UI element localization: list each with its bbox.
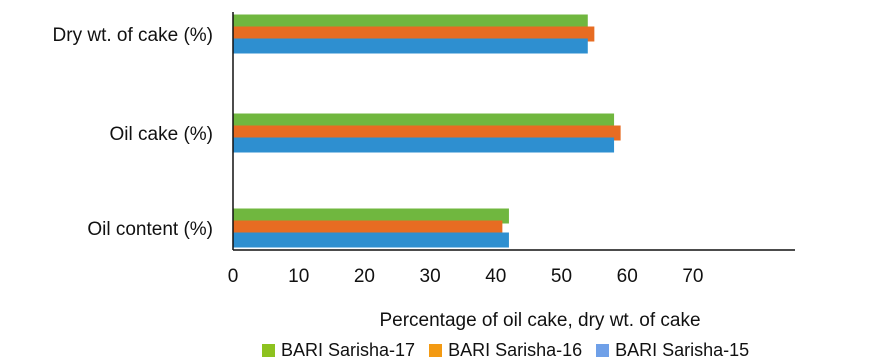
x-tick-label-30: 30: [420, 266, 441, 287]
bar-bari-sarisha-15-0: [233, 38, 588, 54]
x-tick-labels: 0 10 20 30 40 50 60 70: [228, 266, 704, 287]
x-tick-label-20: 20: [354, 266, 375, 287]
x-tick-label-60: 60: [617, 266, 638, 287]
bar-bari-sarisha-17-0: [233, 14, 588, 30]
bar-bari-sarisha-16-2: [233, 220, 503, 236]
bar-bari-sarisha-17-1: [233, 113, 615, 129]
x-tick-label-40: 40: [485, 266, 506, 287]
bar-bari-sarisha-16-0: [233, 26, 595, 42]
legend-swatch-sarisha-16: [429, 344, 443, 357]
bar-bari-sarisha-15-1: [233, 137, 615, 153]
x-tick-label-10: 10: [288, 266, 309, 287]
legend-label-sarisha-15: BARI Sarisha-15: [615, 340, 750, 360]
x-tick-label-0: 0: [228, 266, 239, 287]
legend-label-sarisha-17: BARI Sarisha-17: [281, 340, 416, 360]
category-label-1: Oil cake (%): [110, 124, 213, 145]
bars-group: [233, 14, 621, 248]
category-label-0: Dry wt. of cake (%): [53, 25, 213, 46]
x-tick-label-70: 70: [682, 266, 703, 287]
legend: BARI Sarisha-17 BARI Sarisha-16 BARI Sar…: [262, 340, 763, 361]
bar-bari-sarisha-16-1: [233, 125, 621, 141]
category-labels: Dry wt. of cake (%) Oil cake (%) Oil conte…: [53, 25, 213, 240]
legend-label-sarisha-16: BARI Sarisha-16: [448, 340, 583, 360]
legend-item-sarisha-16: BARI Sarisha-16: [429, 340, 582, 361]
bar-bari-sarisha-15-2: [233, 232, 509, 248]
bar-chart: Dry wt. of cake (%) Oil cake (%) Oil conte…: [53, 12, 795, 331]
bar-bari-sarisha-17-2: [233, 208, 509, 224]
legend-swatch-sarisha-15: [596, 344, 610, 357]
legend-swatch-sarisha-17: [262, 344, 275, 357]
legend-item-sarisha-17: BARI Sarisha-17: [262, 340, 415, 361]
legend-item-sarisha-15: BARI Sarisha-15: [596, 340, 749, 361]
x-tick-label-50: 50: [551, 266, 572, 287]
category-label-2: Oil content (%): [87, 219, 213, 240]
x-axis-title: Percentage of oil cake, dry wt. of cake: [379, 310, 700, 331]
